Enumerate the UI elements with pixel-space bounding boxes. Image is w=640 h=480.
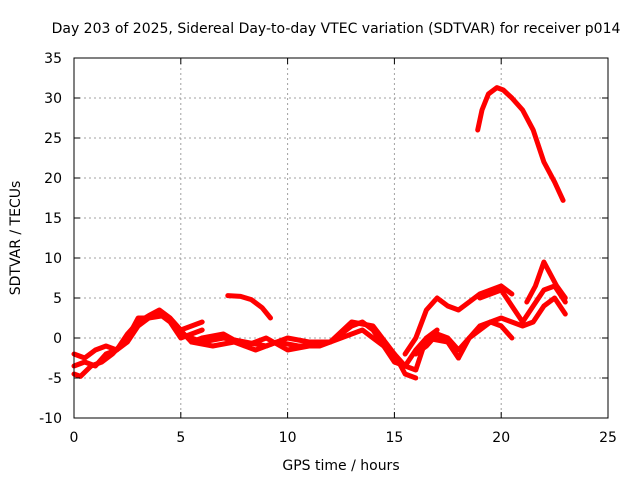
x-tick-label: 15: [385, 430, 403, 446]
x-tick-label: 5: [176, 430, 185, 446]
series-line-trace-5: [189, 327, 461, 369]
x-tick-label: 25: [599, 430, 617, 446]
x-tick-labels: 0 5 10 15 20 25: [70, 430, 617, 446]
y-tick-label: -10: [39, 411, 62, 427]
y-tick-label: 30: [44, 91, 62, 107]
ticks: [73, 57, 609, 419]
y-tick-label: 35: [44, 51, 62, 67]
grid: [74, 58, 608, 418]
x-tick-label: 20: [492, 430, 510, 446]
x-axis-label: GPS time / hours: [282, 458, 399, 474]
y-tick-label: 5: [53, 291, 62, 307]
series-line-trace-10: [423, 295, 568, 361]
chart-title: Day 203 of 2025, Sidereal Day-to-day VTE…: [52, 21, 621, 37]
x-tick-label: 10: [279, 430, 297, 446]
series-line-trace-11: [477, 283, 568, 325]
series-line-trace-12: [524, 259, 568, 305]
y-tick-label: 15: [44, 211, 62, 227]
y-tick-label: -5: [48, 371, 62, 387]
x-tick-label: 0: [70, 430, 79, 446]
series-line-trace-13: [475, 85, 566, 203]
y-tick-label: 20: [44, 171, 62, 187]
y-tick-label: 0: [53, 331, 62, 347]
series-line-trace-6: [199, 319, 419, 381]
y-axis-label: SDTVAR / TECUs: [8, 181, 24, 296]
y-tick-label: 10: [44, 251, 62, 267]
series-group: [71, 85, 568, 381]
y-tick-label: 25: [44, 131, 62, 147]
series-line-trace-2: [71, 311, 205, 361]
series-line-trace-3: [71, 313, 205, 379]
y-tick-labels: -10 -5 0 5 10 15 20 25 30 35: [39, 51, 62, 427]
plot-frame: [73, 57, 609, 419]
series-line-trace-7: [225, 293, 273, 321]
series-line-trace-8: [402, 283, 515, 357]
